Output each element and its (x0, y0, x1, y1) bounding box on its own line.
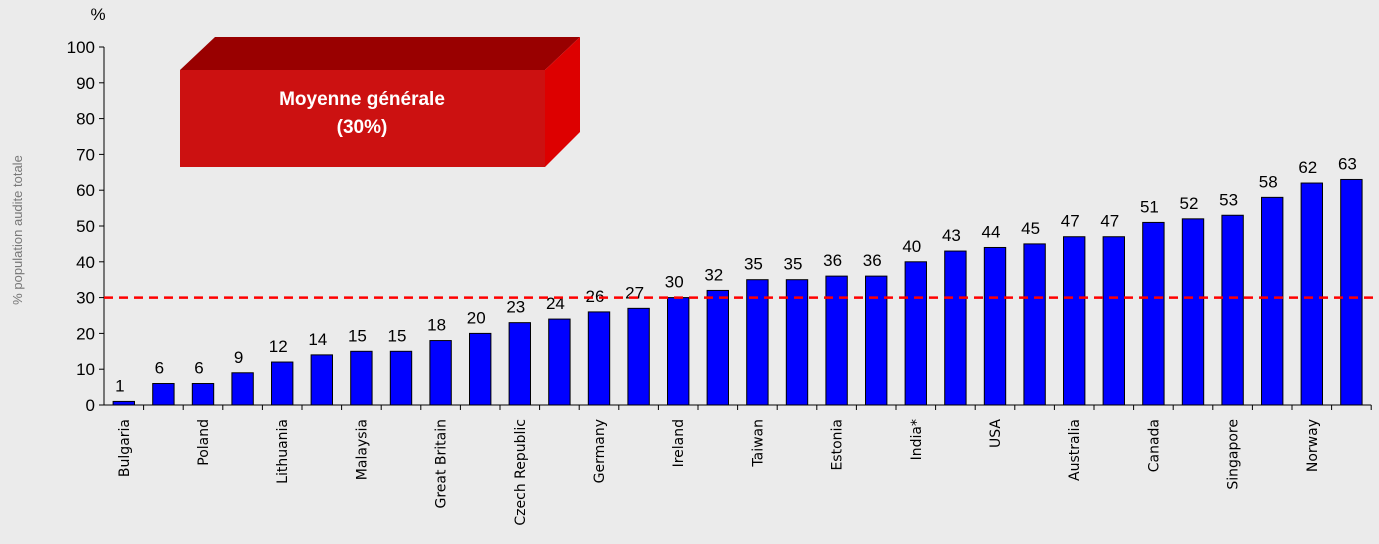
bar (904, 261, 927, 406)
x-tick-label: Singapore (1226, 419, 1242, 490)
x-tick-label: Norway (1305, 419, 1321, 472)
bar (983, 246, 1007, 406)
y-tick-label: 60 (76, 181, 95, 200)
bar (1340, 178, 1363, 406)
data-label: 51 (1140, 197, 1159, 216)
data-label: 23 (506, 298, 525, 317)
x-tick-label: USA (988, 419, 1004, 448)
data-label: 12 (269, 337, 288, 356)
bar (469, 332, 492, 406)
data-label: 47 (1100, 212, 1119, 231)
x-tick-label: Malaysia (354, 419, 370, 480)
data-label: 6 (194, 359, 203, 378)
data-label: 58 (1259, 172, 1278, 191)
bar (389, 350, 413, 406)
y-axis-label: % population audite totale (10, 155, 25, 305)
bar (191, 383, 215, 406)
y-tick-label: 0 (86, 396, 95, 415)
bar (1221, 214, 1244, 406)
bar (548, 318, 571, 406)
x-tick-label: Estonia (830, 419, 846, 471)
bar (429, 340, 452, 406)
bar (785, 279, 809, 406)
bar (1142, 221, 1165, 406)
bar (1181, 218, 1205, 406)
y-tick-label: 50 (76, 217, 95, 236)
bar (865, 275, 888, 406)
data-label: 6 (155, 359, 164, 378)
data-label: 44 (982, 222, 1001, 241)
data-label: 32 (704, 265, 723, 284)
bar (271, 361, 294, 406)
data-label: 1 (115, 376, 124, 395)
data-label: 20 (467, 308, 486, 327)
y-tick-label: 70 (76, 145, 95, 164)
bar (746, 279, 769, 406)
x-tick-label: Canada (1146, 419, 1162, 472)
y-unit: % (90, 5, 105, 24)
bar (508, 322, 531, 406)
x-tick-label: Bulgaria (117, 419, 133, 477)
data-label: 52 (1180, 194, 1199, 213)
bar (1261, 196, 1284, 406)
data-label: 26 (586, 287, 605, 306)
data-label: 62 (1298, 158, 1317, 177)
x-tick-label: Great Britain (434, 419, 450, 509)
data-label: 15 (388, 326, 407, 345)
data-label: 53 (1219, 190, 1238, 209)
bar (1063, 236, 1086, 406)
x-tick-label: Czech Republic (513, 419, 529, 526)
x-tick-label: Lithuania (275, 419, 291, 484)
data-label: 47 (1061, 212, 1080, 231)
data-label: 63 (1338, 154, 1357, 173)
data-label: 18 (427, 316, 446, 335)
annotation-box: Moyenne générale (30%) (180, 37, 580, 167)
bar (350, 350, 373, 406)
bar (112, 400, 135, 406)
x-tick-label: Germany (592, 419, 608, 483)
y-tick-label: 90 (76, 74, 95, 93)
bar (706, 289, 729, 406)
annotation-text: Moyenne générale (279, 89, 445, 110)
data-label: 43 (942, 226, 961, 245)
y-tick-label: 80 (76, 110, 95, 129)
bar (627, 307, 650, 406)
x-tick-label: Poland (196, 419, 212, 466)
bar (1023, 243, 1046, 406)
y-tick-label: 30 (76, 289, 95, 308)
bar (667, 297, 690, 406)
y-tick-label: 40 (76, 253, 95, 272)
annotation-text: (30%) (337, 117, 388, 138)
y-tick-label: 100 (67, 38, 95, 57)
data-label: 36 (823, 251, 842, 270)
bar (587, 311, 611, 406)
data-label: 15 (348, 326, 367, 345)
data-label: 9 (234, 348, 243, 367)
y-tick-label: 10 (76, 360, 95, 379)
bar (944, 250, 967, 406)
x-tick-label: Taiwan (750, 419, 766, 468)
bar (231, 372, 254, 406)
data-label: 30 (665, 273, 684, 292)
data-label: 36 (863, 251, 882, 270)
bar (1102, 236, 1125, 406)
x-tick-label: Ireland (671, 419, 687, 467)
data-label: 35 (744, 255, 763, 274)
bar (152, 383, 175, 406)
bar (825, 275, 848, 406)
bar (1300, 182, 1323, 406)
data-label: 14 (308, 330, 327, 349)
x-tick-label: India* (909, 419, 925, 460)
data-label: 45 (1021, 219, 1040, 238)
data-label: 40 (902, 237, 921, 256)
data-label: 35 (784, 255, 803, 274)
data-label: 27 (625, 283, 644, 302)
y-tick-label: 20 (76, 324, 95, 343)
bar (310, 354, 333, 406)
x-tick-label: Australia (1067, 419, 1083, 481)
